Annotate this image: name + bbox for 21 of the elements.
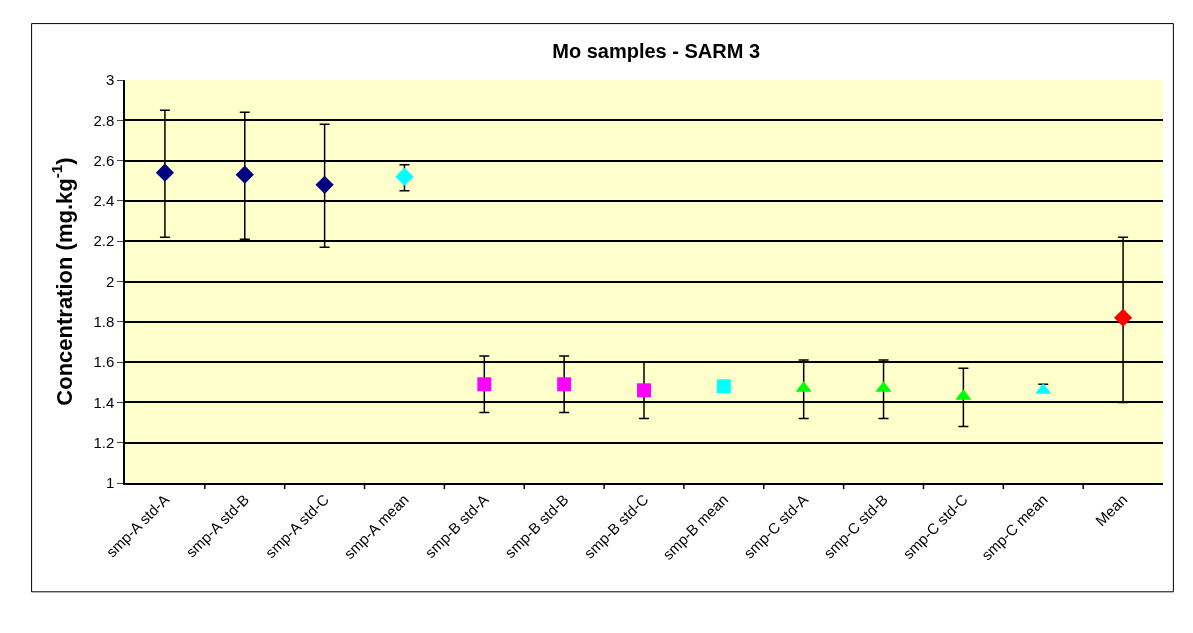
y-tick-label: 2.2: [93, 232, 115, 250]
point: [637, 383, 651, 398]
y-tick-label: 3: [105, 71, 115, 89]
y-tick-label: 2.6: [93, 151, 115, 169]
point: [155, 163, 175, 182]
y-tick-label: 2.4: [93, 192, 115, 210]
point: [235, 165, 254, 184]
point: [716, 379, 731, 394]
y-tick-label: 1.8: [93, 313, 115, 331]
point: [315, 175, 334, 194]
y-tick-label: 1: [105, 474, 115, 492]
point: [557, 377, 572, 392]
y-tick-label: 1.2: [93, 433, 115, 451]
chart-title: Mo samples - SARM 3: [552, 40, 761, 63]
point: [1113, 308, 1133, 327]
y-tick-label: 1.6: [93, 353, 115, 371]
y-tick-label: 2: [105, 272, 115, 290]
y-tick-label: 2.8: [93, 111, 115, 129]
point: [395, 167, 414, 186]
point: [477, 377, 492, 392]
y-tick-label: 1.4: [93, 393, 115, 411]
